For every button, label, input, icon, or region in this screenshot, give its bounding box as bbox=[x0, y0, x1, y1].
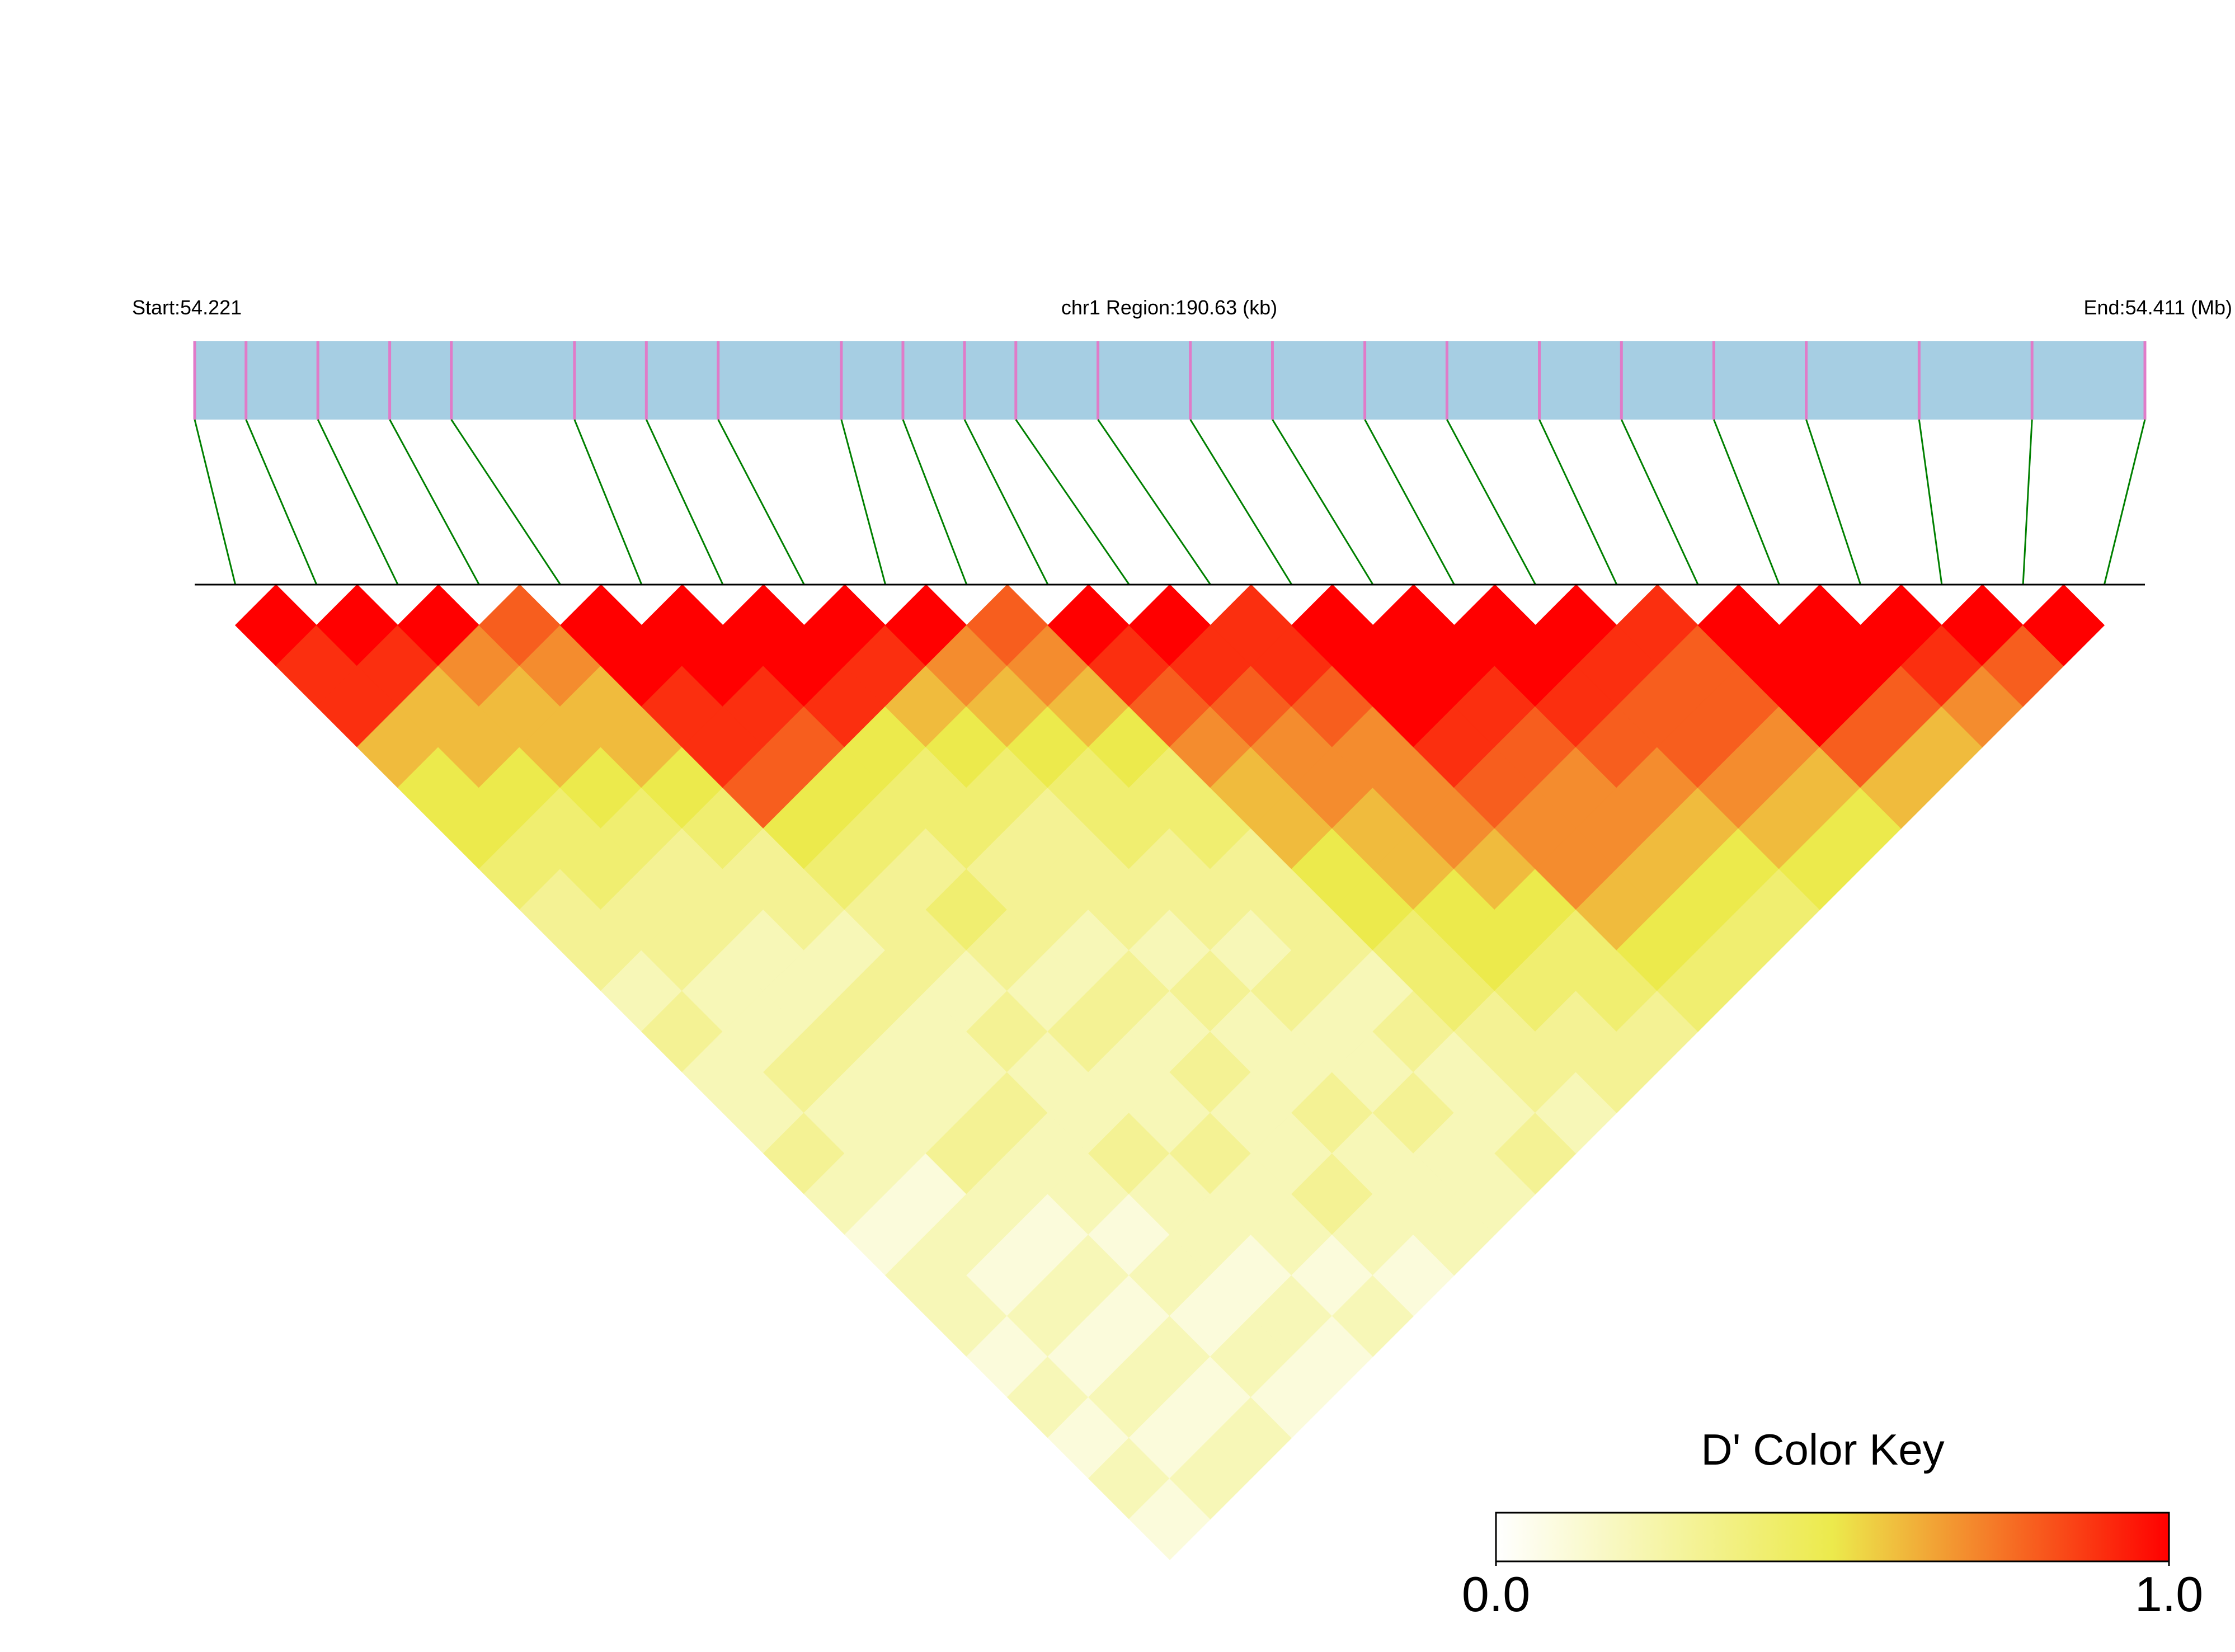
region-label: chr1 Region:190.63 (kb) bbox=[1061, 296, 1277, 319]
snp-connector bbox=[194, 419, 237, 585]
snp-connector bbox=[1015, 419, 1130, 585]
snp-connector bbox=[1364, 419, 1455, 585]
snp-connector bbox=[1097, 419, 1211, 585]
snp-connector bbox=[1446, 419, 1536, 585]
color-key bbox=[1495, 1512, 2170, 1562]
snp-connector bbox=[2103, 419, 2146, 585]
snp-connector bbox=[963, 419, 1049, 585]
snp-connector bbox=[317, 419, 399, 585]
snp-connector bbox=[573, 419, 643, 585]
snp-connector bbox=[645, 419, 724, 585]
snp-connector bbox=[1713, 419, 1780, 585]
snp-connector bbox=[389, 419, 480, 585]
snp-connector bbox=[1918, 419, 1943, 585]
snp-connector bbox=[2022, 419, 2033, 585]
snp-connector bbox=[1189, 419, 1293, 585]
snp-track bbox=[195, 341, 2145, 420]
snp-connector bbox=[717, 419, 805, 585]
end-label: End:54.411 (Mb) bbox=[2084, 296, 2232, 319]
snp-connector bbox=[1805, 419, 1862, 585]
key-tick-label: 0.0 bbox=[1462, 1566, 1530, 1622]
snp-connector bbox=[450, 419, 561, 585]
snp-connector bbox=[902, 419, 968, 585]
key-tick-label: 1.0 bbox=[2135, 1566, 2203, 1622]
snp-connector bbox=[245, 419, 318, 585]
snp-connector bbox=[1538, 419, 1618, 585]
snp-connector bbox=[1272, 419, 1374, 585]
start-label: Start:54.221 bbox=[132, 296, 242, 319]
ld-cell bbox=[2022, 584, 2105, 666]
snp-connector bbox=[840, 419, 887, 585]
snp-connector bbox=[1620, 419, 1699, 585]
key-title: D' Color Key bbox=[1701, 1425, 1944, 1474]
